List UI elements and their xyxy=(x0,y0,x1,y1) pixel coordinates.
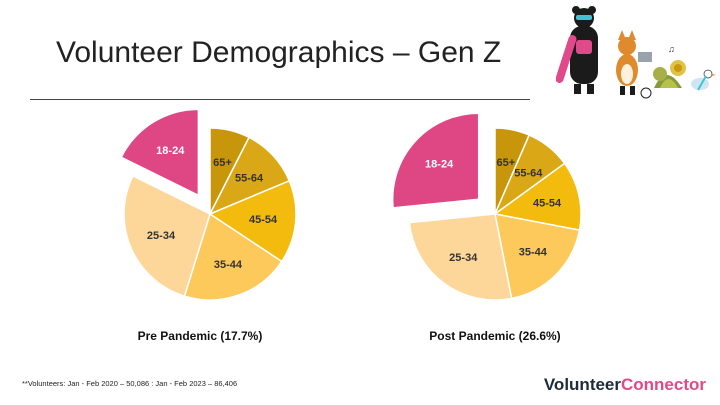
pie-label-45-54: 45-54 xyxy=(533,197,562,209)
mascot-illustration: ♫ xyxy=(556,6,716,99)
pie-chart-pre-pandemic-svg: 65+55-64 45-54 35-44 25-34 18-24 xyxy=(120,108,297,301)
pie-slice-35-44 xyxy=(183,212,283,301)
pie-label-35-44: 35-44 xyxy=(519,247,548,259)
pie-label-18-24: 18-24 xyxy=(425,158,454,170)
pie-chart-pre-pandemic: 65+ 55-64 45-54 35-44 25-34 18-24 xyxy=(100,104,320,324)
svg-text:♫: ♫ xyxy=(668,44,675,54)
pie-label-25-34: 25-34 xyxy=(147,230,176,242)
pie-slice-18-24 xyxy=(391,112,480,209)
bear-mascot-icon xyxy=(556,6,598,94)
pie-slice-35-44 xyxy=(494,213,581,300)
pie-slice-25-34 xyxy=(408,213,513,301)
fox-mascot-icon xyxy=(616,30,652,99)
pie-slice-45-54 xyxy=(493,162,582,231)
footnote: **Volunteers: Jan - Feb 2020 – 50,086 : … xyxy=(22,379,238,388)
pie-label-65-plus: 65+ xyxy=(496,157,515,169)
pie-slice-25-34 xyxy=(123,174,211,298)
pie-label-65-plus: 65+ xyxy=(213,157,232,169)
pie-label-55-64: 55-64 xyxy=(514,167,543,179)
bird-mascot-icon xyxy=(691,69,716,91)
chart-caption-post-pandemic: Post Pandemic (26.6%) xyxy=(429,329,561,343)
brand-logo-part2: Connector xyxy=(621,375,706,394)
pie-label-35-44: 35-44 xyxy=(214,259,243,271)
brand-logo: VolunteerConnector xyxy=(544,375,706,395)
pie-chart-post-pandemic-svg: 65+55-64 45-54 35-44 25-34 18-24 xyxy=(391,112,582,301)
pie-chart-post-pandemic: 65+ 55-64 45-54 35-44 25-34 18-24 xyxy=(385,104,605,324)
slide-title: Volunteer Demographics – Gen Z xyxy=(56,36,502,69)
pie-label-55-64: 55-64 xyxy=(235,173,264,185)
pie-label-25-34: 25-34 xyxy=(449,252,478,264)
turtle-mascot-icon: ♫ xyxy=(653,44,686,88)
pie-label-45-54: 45-54 xyxy=(249,214,278,226)
chart-caption-pre-pandemic: Pre Pandemic (17.7%) xyxy=(137,329,263,343)
pie-label-18-24: 18-24 xyxy=(156,145,185,157)
pie-slice-45-54 xyxy=(208,179,297,263)
pie-slice-18-24 xyxy=(120,108,200,197)
title-divider xyxy=(30,99,530,100)
brand-logo-part1: Volunteer xyxy=(543,375,621,394)
